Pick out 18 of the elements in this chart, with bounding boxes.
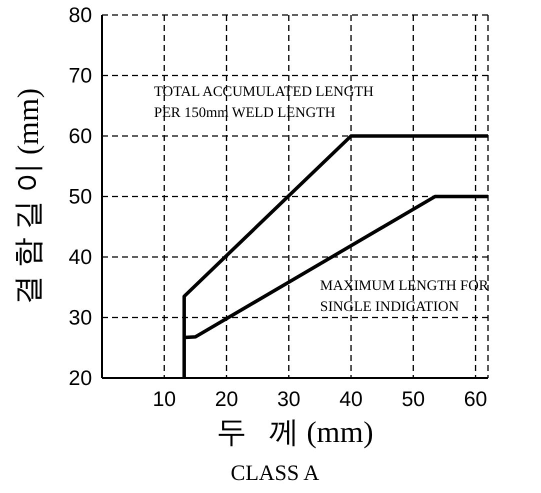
y-tick-label: 20 bbox=[68, 367, 92, 390]
y-tick-label: 80 bbox=[68, 4, 92, 27]
y-axis-title: 결 함 길 이 (mm) bbox=[12, 88, 45, 305]
text: CLASS A bbox=[230, 460, 320, 485]
y-tick-label: 50 bbox=[68, 186, 92, 208]
x-tick-label: 10 bbox=[152, 388, 176, 411]
y-tick-label: 60 bbox=[68, 125, 92, 148]
annotation: MAXIMUM LENGTH FOR SINGLE INDICATION bbox=[320, 278, 489, 315]
y-tick-label: 40 bbox=[68, 246, 92, 269]
x-tick-label: 50 bbox=[402, 388, 425, 411]
x-tick-label: 40 bbox=[339, 388, 363, 411]
annotation: TOTAL ACCUMULATED LENGTH PER 150mm WELD LENGTH bbox=[154, 84, 374, 121]
x-tick-label: 20 bbox=[214, 388, 238, 411]
y-tick-label: 70 bbox=[68, 64, 92, 88]
y-tick-label: 30 bbox=[68, 306, 92, 330]
x-axis-title: 두 께 (mm) bbox=[216, 416, 374, 449]
x-tick-label: 30 bbox=[277, 388, 300, 411]
x-tick-label: 60 bbox=[464, 388, 488, 411]
